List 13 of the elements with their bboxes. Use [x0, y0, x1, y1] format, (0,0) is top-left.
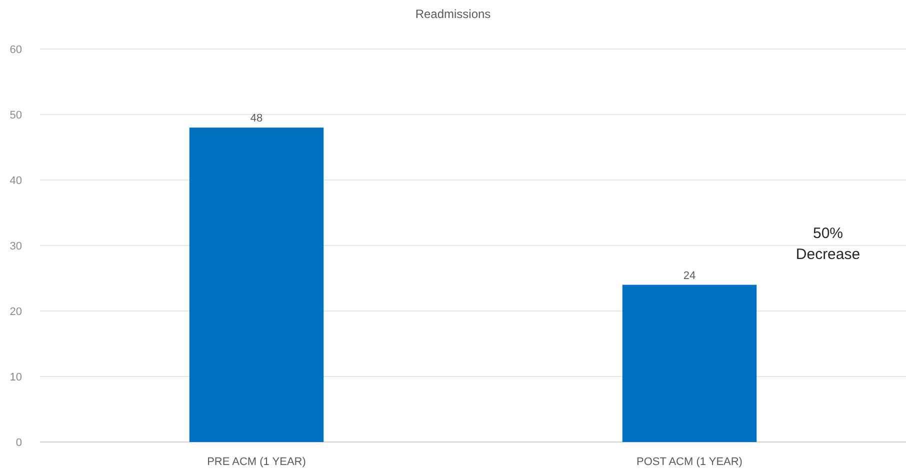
annotation: 50% Decrease	[796, 225, 860, 263]
y-tick-label: 60	[10, 44, 22, 56]
y-tick-label: 50	[10, 110, 22, 122]
chart-title: Readmissions	[415, 7, 491, 21]
data-label: 24	[683, 270, 696, 282]
y-tick-label: 40	[10, 175, 22, 187]
y-tick-label: 30	[10, 240, 22, 252]
y-tick-label: 10	[10, 372, 22, 384]
x-tick-label: POST ACM (1 YEAR)	[636, 456, 742, 468]
x-tick-label: PRE ACM (1 YEAR)	[207, 456, 306, 468]
y-tick-label: 0	[16, 437, 22, 449]
data-label: 48	[250, 112, 263, 125]
y-tick-label: 20	[10, 306, 22, 318]
